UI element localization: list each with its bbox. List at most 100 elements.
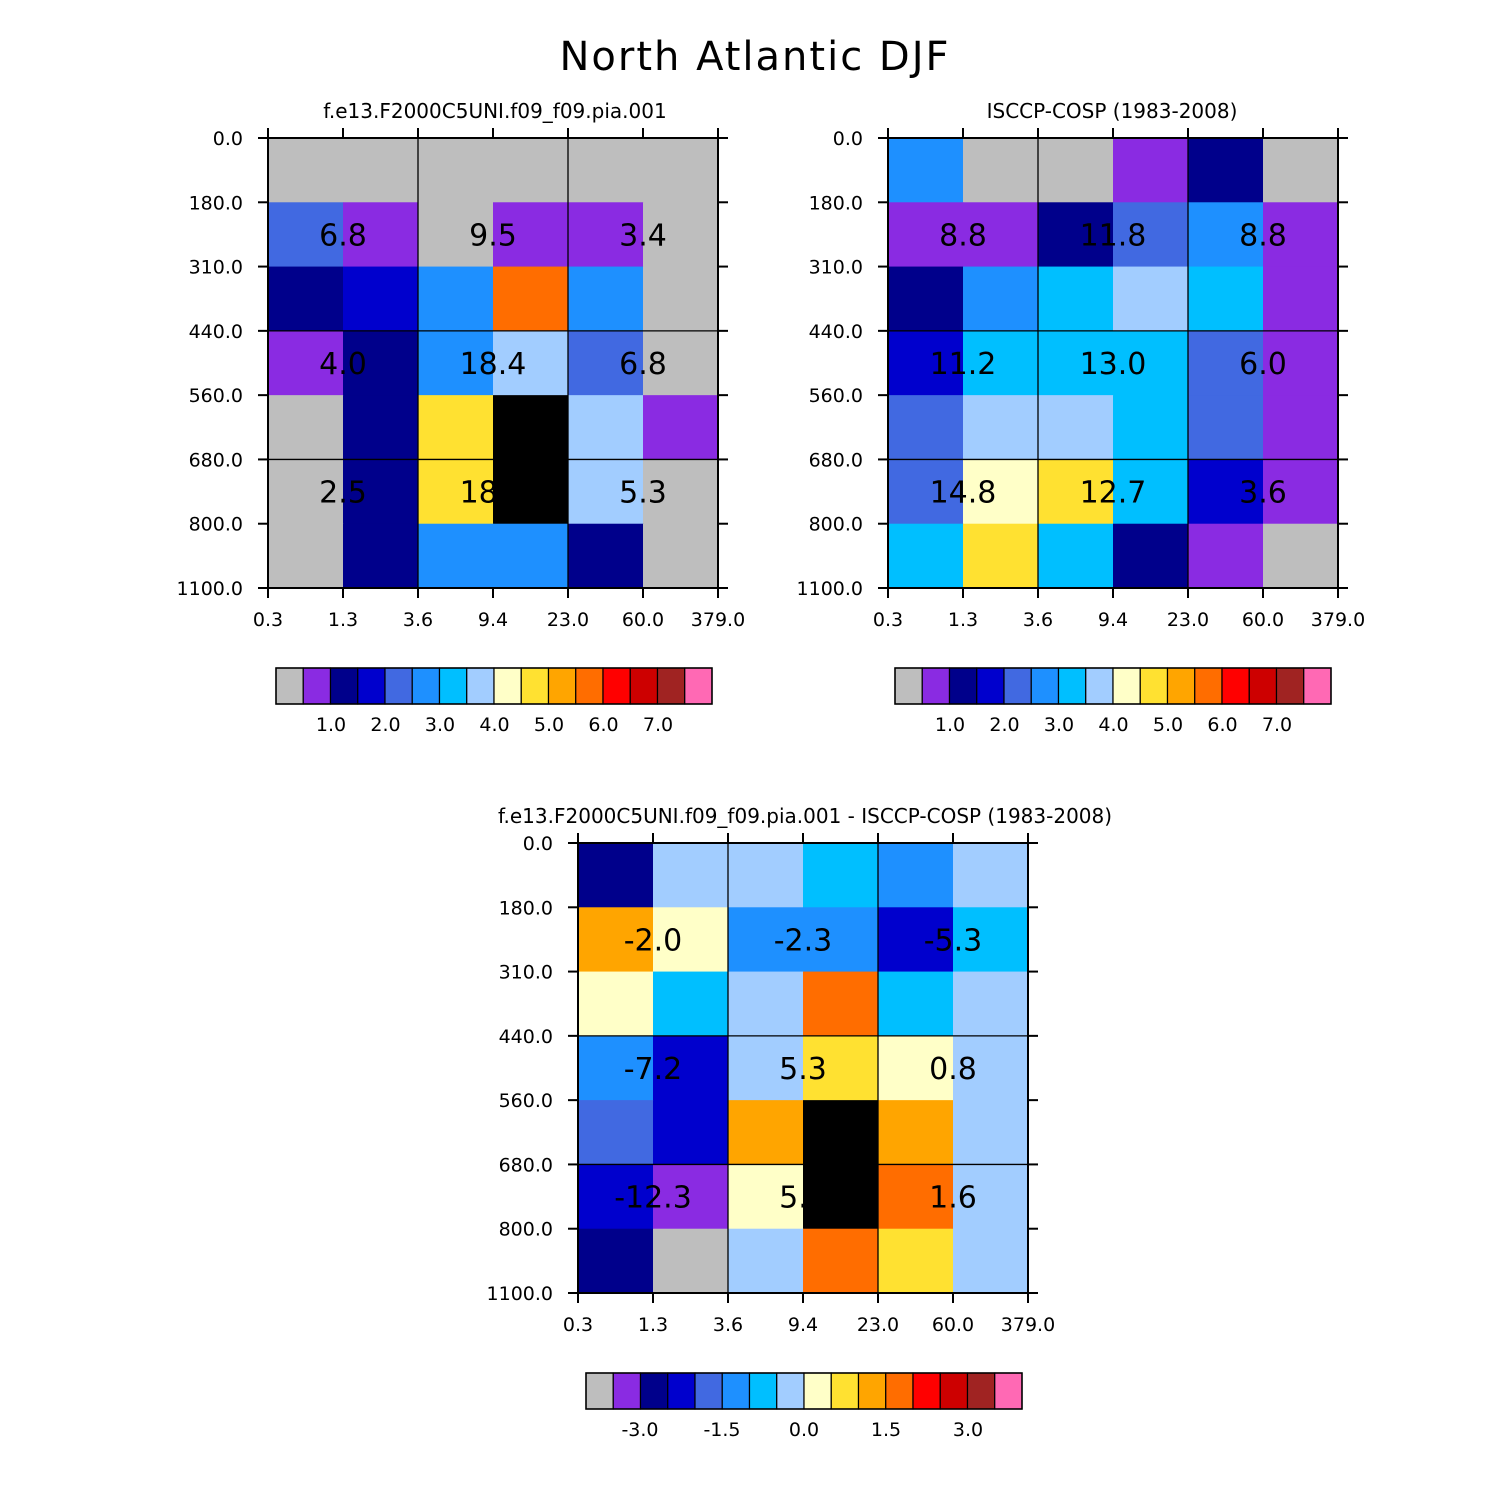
colorbar-swatch bbox=[721, 1372, 751, 1410]
y-tick-label: 1100.0 bbox=[177, 578, 243, 600]
colorbar-swatch bbox=[694, 1372, 723, 1410]
figure-title: North Atlantic DJF bbox=[559, 34, 950, 80]
colorbar-swatch bbox=[302, 667, 332, 705]
block-value-label: 5.6 bbox=[779, 1181, 827, 1216]
colorbar-label: -1.5 bbox=[703, 1419, 740, 1441]
heatmap-cell bbox=[878, 843, 954, 908]
colorbar-swatch bbox=[994, 1372, 1023, 1410]
heatmap-cell bbox=[343, 330, 419, 396]
heatmap-cell bbox=[268, 202, 344, 268]
y-tick-label: 310.0 bbox=[499, 962, 553, 984]
heatmap-cell bbox=[963, 459, 1039, 525]
x-tick-label: 3.6 bbox=[713, 1314, 743, 1336]
heatmap-cell bbox=[803, 843, 879, 908]
heatmap-cell bbox=[568, 202, 644, 268]
heatmap-cell bbox=[1113, 138, 1189, 203]
colorbar-swatch bbox=[912, 1372, 941, 1410]
colorbar-swatch bbox=[1030, 667, 1060, 705]
x-tick-label: 0.3 bbox=[563, 1314, 593, 1336]
heatmap-cell bbox=[1263, 395, 1339, 460]
heatmap-cell bbox=[268, 266, 344, 332]
heatmap-cell bbox=[343, 459, 419, 525]
heatmap-cell bbox=[963, 395, 1039, 460]
heatmap-cell bbox=[1263, 523, 1339, 589]
y-tick-label: 180.0 bbox=[809, 192, 863, 214]
y-tick-label: 800.0 bbox=[189, 514, 243, 536]
block-value-label: 3.6 bbox=[1239, 476, 1287, 511]
block-value-label: 4.0 bbox=[319, 347, 367, 382]
colorbar-swatch bbox=[976, 667, 1005, 705]
block-value-label: -5.3 bbox=[924, 923, 983, 958]
heatmap-cell bbox=[963, 523, 1039, 589]
heatmap-cell bbox=[1188, 459, 1264, 525]
heatmap-cell bbox=[1113, 330, 1189, 396]
colorbar-swatch bbox=[1085, 667, 1114, 705]
heatmap-cell bbox=[1263, 266, 1339, 332]
colorbar-label: 2.0 bbox=[989, 714, 1019, 736]
y-tick-label: 310.0 bbox=[809, 257, 863, 279]
panel-title: f.e13.F2000C5UNI.f09_f09.pia.001 bbox=[323, 99, 666, 123]
colorbar-swatch bbox=[629, 667, 659, 705]
y-tick-label: 560.0 bbox=[499, 1090, 553, 1112]
colorbar-swatch bbox=[612, 1372, 642, 1410]
heatmap-cell bbox=[493, 330, 569, 396]
colorbar-swatch bbox=[357, 667, 386, 705]
heatmap-cell bbox=[643, 459, 719, 525]
heatmap-cell bbox=[653, 1035, 729, 1101]
colorbar: 1.0 2.0 3.0 4.0 5.0 6.0 7.0 bbox=[275, 667, 713, 736]
colorbar-swatch bbox=[1139, 667, 1169, 705]
heatmap-cell bbox=[1188, 330, 1264, 396]
block-value-label: 11.2 bbox=[930, 347, 997, 382]
x-tick-label: 9.4 bbox=[788, 1314, 818, 1336]
x-tick-label: 23.0 bbox=[1167, 609, 1209, 631]
heatmap-cell bbox=[803, 907, 879, 973]
colorbar-swatch bbox=[1112, 667, 1141, 705]
heatmap-cell bbox=[493, 138, 569, 203]
panel-observations: ISCCP-COSP (1983-2008) 8.8 11.8 8.8 11.2 13.0… bbox=[797, 99, 1366, 736]
heatmap-cell bbox=[578, 1035, 654, 1101]
block-value-label: 3.4 bbox=[619, 218, 667, 253]
heatmap-cell bbox=[728, 1035, 804, 1101]
colorbar-swatch bbox=[520, 667, 550, 705]
heatmap-cell bbox=[953, 843, 1029, 908]
block-value-label: 8.8 bbox=[1239, 218, 1287, 253]
heatmap-cell bbox=[343, 266, 419, 332]
colorbar-swatch bbox=[921, 667, 951, 705]
colorbar-swatch bbox=[748, 1372, 778, 1410]
x-tick-label: 23.0 bbox=[547, 609, 589, 631]
y-tick-label: 180.0 bbox=[189, 192, 243, 214]
heatmap-cell bbox=[878, 1164, 954, 1230]
panel-title: f.e13.F2000C5UNI.f09_f09.pia.001 - ISCCP… bbox=[498, 804, 1112, 828]
heatmap-cell bbox=[643, 395, 719, 460]
heatmap-cell bbox=[653, 1100, 729, 1165]
block-value-label: 13.0 bbox=[1080, 347, 1147, 382]
block-value-label: 5.3 bbox=[619, 476, 667, 511]
colorbar-label: 4.0 bbox=[1098, 714, 1128, 736]
colorbar-swatch bbox=[857, 1372, 887, 1410]
heatmap-cell bbox=[1038, 523, 1114, 589]
heatmap-cell bbox=[1113, 523, 1189, 589]
y-tick-label: 1100.0 bbox=[487, 1283, 553, 1305]
block-value-label: 18.4 bbox=[460, 347, 527, 382]
x-tick-label: 0.3 bbox=[253, 609, 283, 631]
heatmap-cell bbox=[878, 1228, 954, 1294]
heatmap-cell bbox=[1188, 395, 1264, 460]
heatmap-cell bbox=[1188, 266, 1264, 332]
colorbar-swatch bbox=[585, 1372, 614, 1410]
x-tick-label: 379.0 bbox=[1001, 1314, 1055, 1336]
heatmap-cell bbox=[578, 971, 654, 1037]
heatmap-cell bbox=[803, 1100, 879, 1165]
x-tick-label: 60.0 bbox=[622, 609, 664, 631]
colorbar-swatch bbox=[1248, 667, 1278, 705]
heatmap-cell bbox=[1188, 138, 1264, 203]
colorbar-label: -3.0 bbox=[621, 1419, 658, 1441]
colorbar-swatch bbox=[493, 667, 522, 705]
colorbar-swatch bbox=[384, 667, 413, 705]
x-tick-label: 9.4 bbox=[478, 609, 508, 631]
heatmap-cell bbox=[343, 523, 419, 589]
x-tick-label: 1.3 bbox=[638, 1314, 668, 1336]
colorbar-label: 5.0 bbox=[1153, 714, 1183, 736]
x-tick-label: 60.0 bbox=[932, 1314, 974, 1336]
colorbar-swatch bbox=[1003, 667, 1032, 705]
heatmap-cell bbox=[1038, 459, 1114, 525]
